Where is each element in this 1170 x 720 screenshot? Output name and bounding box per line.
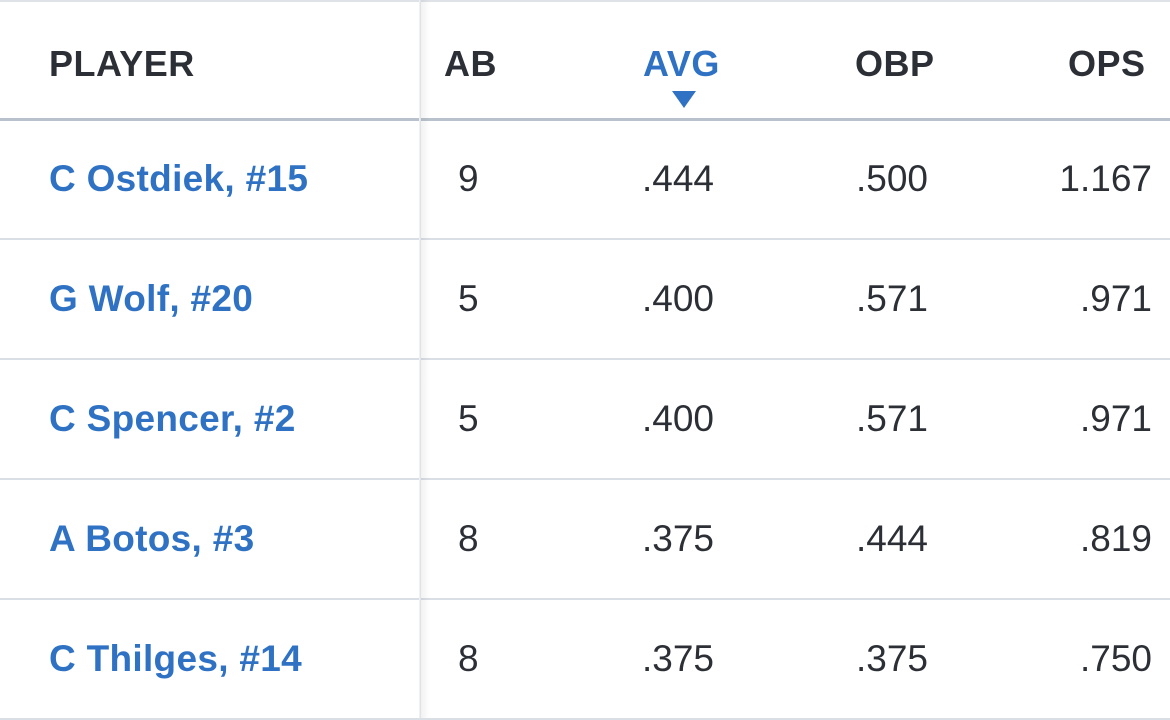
at-bats-value: 8 [458, 638, 479, 679]
batting-average-value: .375 [642, 518, 715, 559]
table-row: A Botos, #3 8 .375 .444 .819 [0, 480, 1170, 600]
batting-average-value: .400 [642, 398, 715, 439]
player-name-link[interactable]: C Ostdiek, #15 [49, 158, 309, 199]
batting-average-value: .375 [642, 638, 715, 679]
table-row: C Ostdiek, #15 9 .444 .500 1.167 [0, 120, 1170, 240]
column-header-ab[interactable]: AB [444, 43, 497, 84]
sort-descending-icon [672, 91, 696, 108]
at-bats-value: 5 [458, 278, 479, 319]
table-header-row: PLAYER AB AVG OBP OPS [0, 2, 1170, 121]
player-name-link[interactable]: C Spencer, #2 [49, 398, 296, 439]
on-base-pct-value: .500 [856, 158, 929, 199]
on-base-pct-value: .444 [856, 518, 929, 559]
frozen-column-divider [419, 0, 421, 718]
ops-value: .750 [1079, 638, 1152, 679]
on-base-pct-value: .571 [856, 278, 929, 319]
table-row: C Thilges, #14 8 .375 .375 .750 [0, 600, 1170, 720]
on-base-pct-value: .375 [856, 638, 929, 679]
at-bats-value: 5 [458, 398, 479, 439]
player-name-link[interactable]: C Thilges, #14 [49, 638, 303, 679]
batting-average-value: .444 [642, 158, 715, 199]
ops-value: .971 [1079, 398, 1152, 439]
player-name-link[interactable]: A Botos, #3 [49, 518, 255, 559]
table-row: C Spencer, #2 5 .400 .571 .971 [0, 360, 1170, 480]
on-base-pct-value: .571 [856, 398, 929, 439]
ops-value: .819 [1079, 518, 1152, 559]
table-row: G Wolf, #20 5 .400 .571 .971 [0, 240, 1170, 360]
batting-average-value: .400 [642, 278, 715, 319]
column-header-player[interactable]: PLAYER [49, 43, 195, 84]
column-header-avg[interactable]: AVG [643, 43, 720, 84]
column-header-ops[interactable]: OPS [1068, 43, 1146, 84]
at-bats-value: 9 [458, 158, 479, 199]
player-name-link[interactable]: G Wolf, #20 [49, 278, 254, 319]
at-bats-value: 8 [458, 518, 479, 559]
ops-value: .971 [1079, 278, 1152, 319]
ops-value: 1.167 [1059, 158, 1152, 199]
column-header-obp[interactable]: OBP [855, 43, 935, 84]
table-top-rule [0, 0, 1170, 2]
